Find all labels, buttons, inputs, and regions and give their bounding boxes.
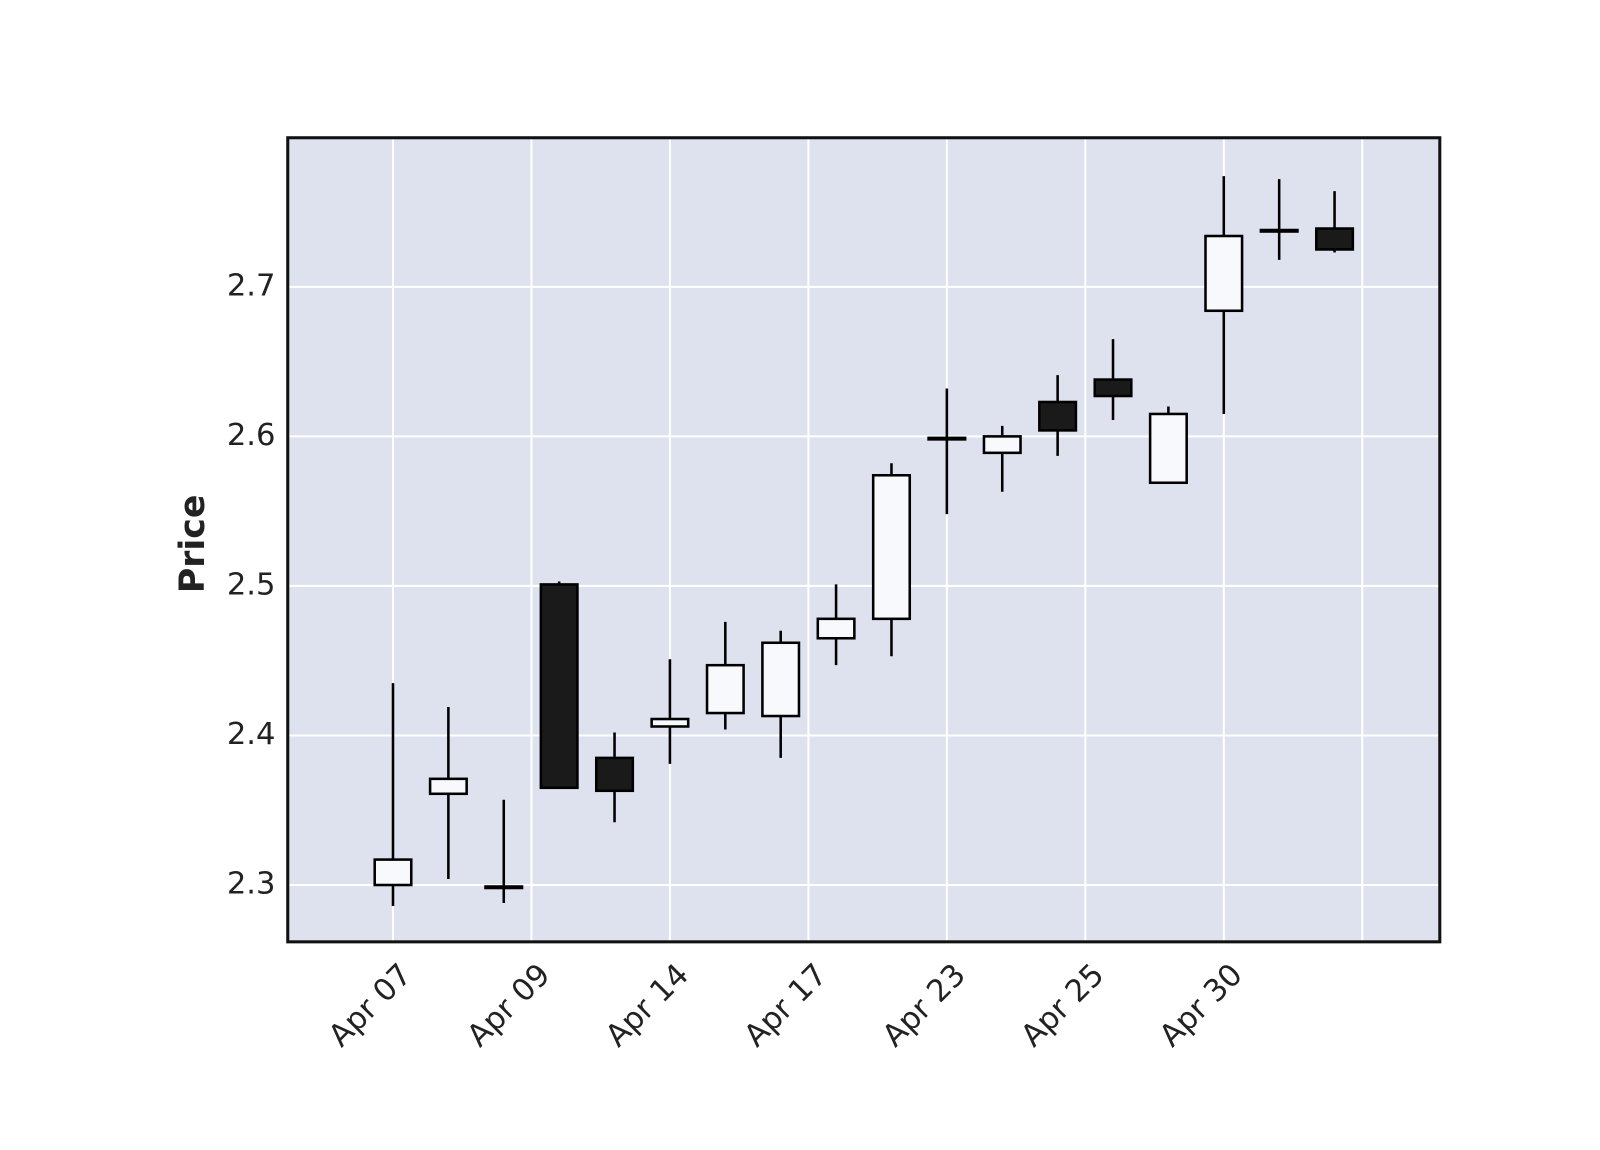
y-axis-label: Price bbox=[173, 495, 213, 594]
candle-body bbox=[982, 435, 1022, 455]
x-tick-label: Apr 07 bbox=[322, 957, 419, 1054]
candle-body bbox=[1038, 400, 1078, 432]
candle-body bbox=[1259, 228, 1299, 233]
plot-area bbox=[287, 137, 1440, 942]
candle-body bbox=[1148, 412, 1188, 485]
candle-body bbox=[927, 436, 967, 441]
candle-body bbox=[705, 663, 745, 715]
candle-body bbox=[428, 777, 468, 796]
y-tick-label: 2.3 bbox=[227, 867, 276, 902]
candle-body bbox=[1093, 378, 1133, 398]
candle-body bbox=[484, 885, 524, 890]
y-tick-label: 2.5 bbox=[227, 567, 276, 602]
x-tick-label: Apr 23 bbox=[876, 957, 973, 1054]
candle-body bbox=[871, 473, 912, 621]
x-tick-label: Apr 17 bbox=[738, 957, 835, 1054]
candle-body bbox=[816, 617, 856, 640]
candle-body bbox=[373, 858, 413, 887]
y-tick-label: 2.6 bbox=[227, 418, 276, 453]
candle-body bbox=[594, 756, 635, 793]
candle-body bbox=[1315, 227, 1355, 251]
candle-body bbox=[761, 641, 801, 718]
y-tick-label: 2.4 bbox=[227, 717, 276, 752]
x-tick-label: Apr 09 bbox=[461, 957, 558, 1054]
x-tick-label: Apr 25 bbox=[1015, 957, 1112, 1054]
candle-body bbox=[539, 583, 579, 790]
x-tick-label: Apr 14 bbox=[599, 957, 696, 1054]
candle-body bbox=[650, 717, 690, 728]
plot-layer bbox=[287, 137, 1440, 942]
plot-frame bbox=[286, 136, 1442, 944]
candle-body bbox=[1204, 234, 1244, 313]
y-tick-label: 2.7 bbox=[227, 268, 276, 303]
x-tick-label: Apr 30 bbox=[1153, 957, 1250, 1054]
